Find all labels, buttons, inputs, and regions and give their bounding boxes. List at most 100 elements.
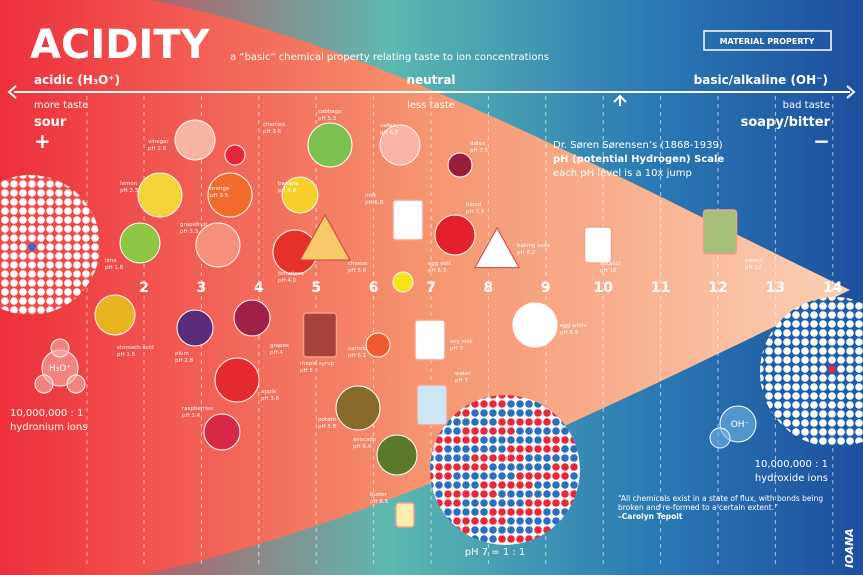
ion-dot: [507, 517, 515, 525]
ion-dot: [783, 410, 791, 418]
ion-dot: [435, 445, 443, 453]
food-ph: pH 2.8: [148, 146, 167, 152]
ion-dot: [810, 347, 818, 355]
ion-dot: [28, 261, 36, 269]
ion-dot: [462, 463, 470, 471]
ion-dot: [444, 490, 452, 498]
ion-dot: [792, 428, 800, 436]
ion-dot: [480, 454, 488, 462]
ion-dot: [855, 383, 863, 391]
food-ph: pH 3.3: [180, 229, 199, 235]
ion-dot: [498, 454, 506, 462]
food-name: butter: [370, 492, 388, 498]
ion-dot: [837, 311, 845, 319]
ion-dot: [37, 243, 45, 251]
food-icon: [176, 309, 214, 347]
ion-dot: [855, 392, 863, 400]
food-name: carrots: [348, 346, 367, 352]
ion-dot: [64, 279, 72, 287]
ion-dot: [525, 436, 533, 444]
ion-dot: [55, 225, 63, 233]
ion-name: hydroxide ions: [755, 473, 828, 484]
ph-number: 3: [197, 280, 207, 296]
ion-dot: [73, 207, 81, 215]
food-name: lime: [105, 258, 117, 264]
ion-dot: [846, 392, 854, 400]
ion-dot: [855, 401, 863, 409]
ion-dot: [19, 225, 27, 233]
ion-dot: [64, 261, 72, 269]
ion-dot: [543, 418, 551, 426]
ion-dot: [1, 288, 9, 296]
ion-dot: [855, 302, 863, 310]
ion-dot: [28, 288, 36, 296]
ion-dot: [561, 463, 569, 471]
ion-dot: [28, 279, 36, 287]
ion-dot: [462, 499, 470, 507]
ion-dot: [91, 243, 99, 251]
ion-dot: [498, 535, 506, 543]
ion-dot: [561, 436, 569, 444]
ion-dot: [64, 288, 72, 296]
ion-dot: [91, 234, 99, 242]
ion-dot: [819, 392, 827, 400]
ion-dot: [819, 311, 827, 319]
ion-dot: [73, 261, 81, 269]
ion-dot: [55, 243, 63, 251]
food-icon: [447, 152, 473, 178]
food-icon: [233, 299, 271, 337]
ion-dot: [471, 454, 479, 462]
food-ph: pH 5: [300, 368, 313, 374]
ion-dot: [801, 410, 809, 418]
ion-dot: [552, 436, 560, 444]
ion-dot: [855, 311, 863, 319]
food-ph: pH 3.4: [182, 413, 201, 419]
ion-dot: [444, 436, 452, 444]
ion-dot: [525, 418, 533, 426]
ion-dot: [480, 463, 488, 471]
ion-dot: [855, 347, 863, 355]
ion-dot: [19, 189, 27, 197]
ion-dot: [37, 297, 45, 305]
ion-dot: [846, 383, 854, 391]
ion-dot: [64, 234, 72, 242]
ion-dot: [534, 481, 542, 489]
ion-dot: [792, 347, 800, 355]
ion-dot: [444, 508, 452, 516]
food-name: potato: [318, 417, 337, 423]
ion-dot: [489, 499, 497, 507]
ion-dot: [837, 437, 845, 445]
ion-dot: [801, 338, 809, 346]
ion-ratio: 10,000,000 : 1: [755, 459, 828, 470]
ion-dot: [10, 279, 18, 287]
ion-dot: [534, 517, 542, 525]
food-icon: [365, 332, 391, 358]
food-ph: pH 6.7: [380, 130, 399, 136]
ion-dot: [846, 437, 854, 445]
ion-dot: [37, 198, 45, 206]
ion-dot: [73, 234, 81, 242]
ion-dot: [28, 198, 36, 206]
ion-dot: [543, 445, 551, 453]
ion-dot: [480, 409, 488, 417]
ion-dot: [828, 374, 836, 382]
food-ph: pH 1.5: [117, 352, 136, 358]
ion-dot: [828, 311, 836, 319]
ion-dot: [801, 401, 809, 409]
ion-symbol: H₃O⁺: [49, 364, 71, 374]
ion-dot: [846, 311, 854, 319]
ion-dot: [19, 243, 27, 251]
ion-dot: [846, 410, 854, 418]
food-icon: [299, 213, 351, 261]
ion-dot: [810, 401, 818, 409]
ion-dot: [10, 261, 18, 269]
ion-dot: [507, 526, 515, 534]
ion-ratio: 10,000,000 : 1: [10, 408, 83, 419]
food-ph: pH 7.4: [466, 209, 485, 215]
ion-dot: [828, 392, 836, 400]
ion-dot: [810, 410, 818, 418]
quote-author: –Carolyn Tepolt: [618, 512, 683, 521]
ion-dot: [783, 374, 791, 382]
ion-dot: [19, 216, 27, 224]
ion-dot: [774, 356, 782, 364]
